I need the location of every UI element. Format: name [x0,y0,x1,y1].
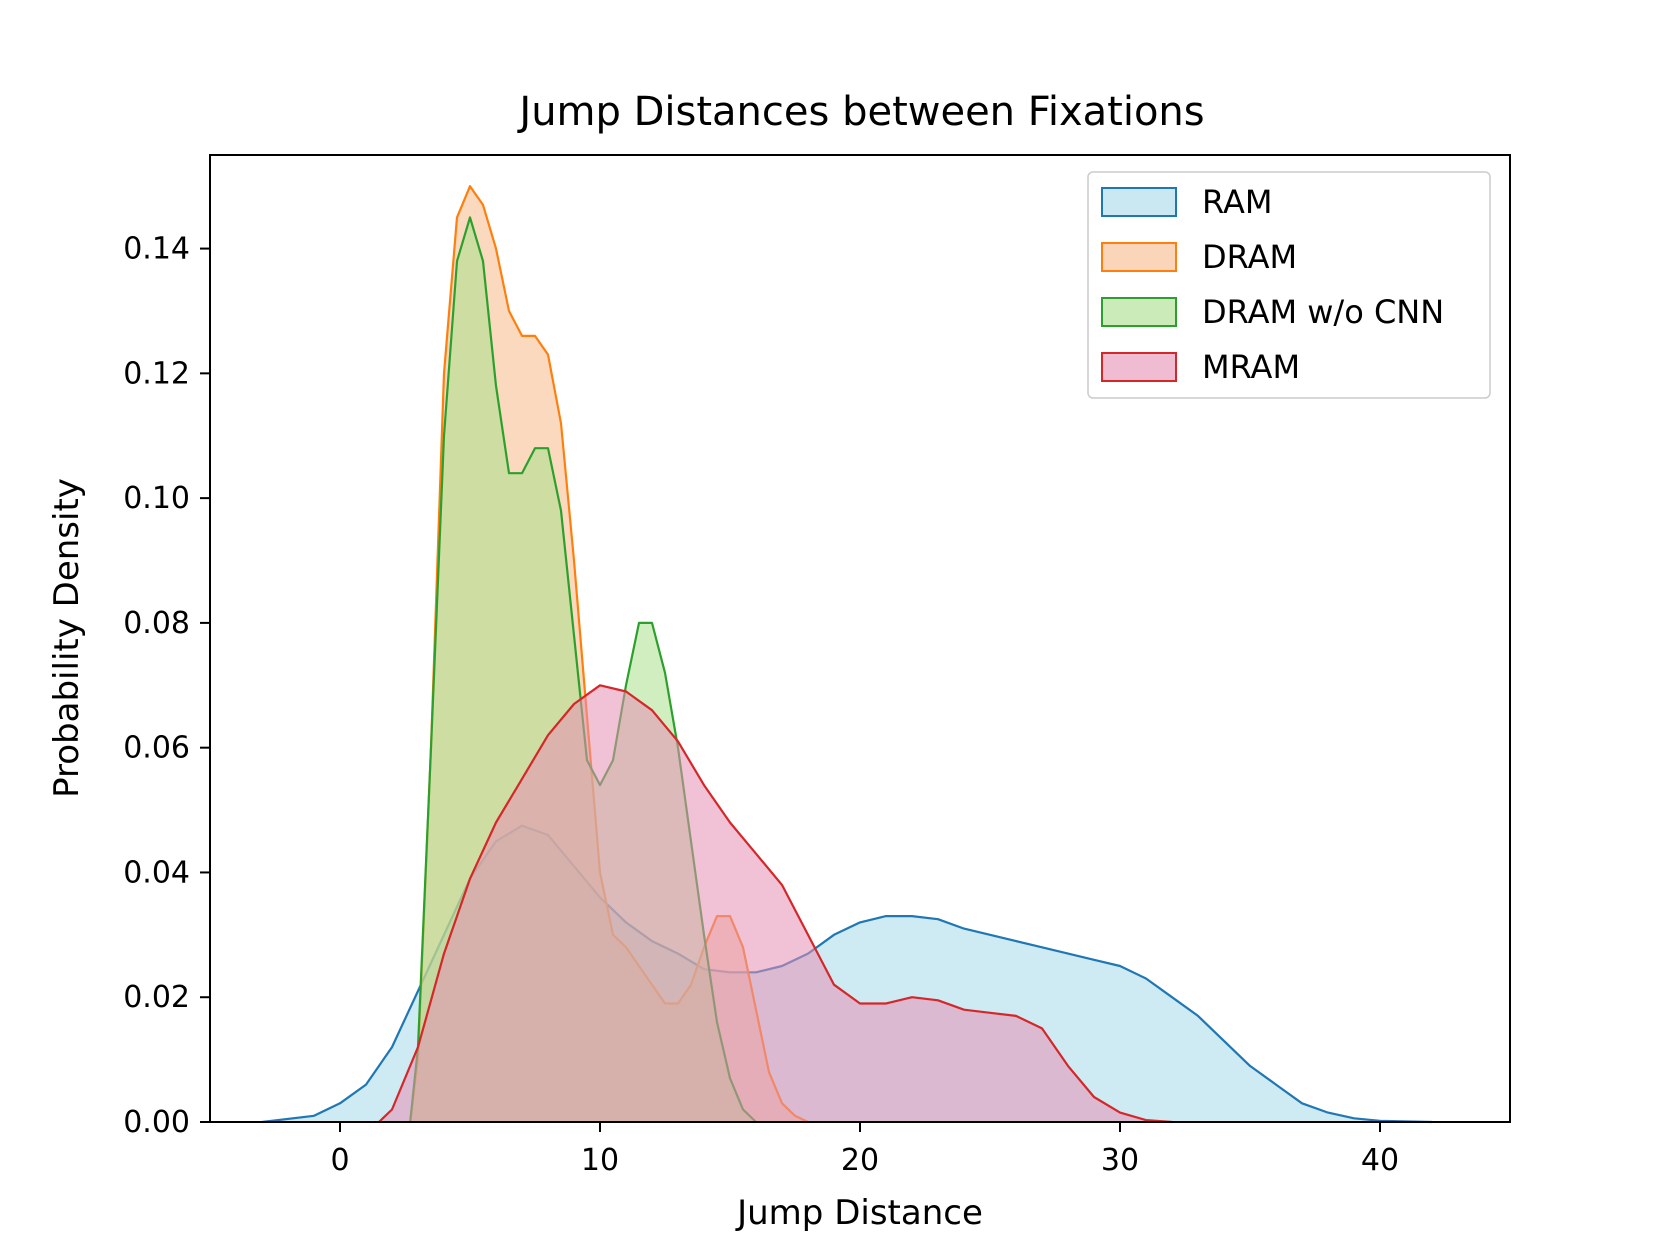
y-tick-label: 0.10 [123,481,190,516]
y-axis: 0.00 0.02 0.04 0.06 0.08 0.10 0.12 0.14 [123,232,210,1140]
legend-swatch-mram [1101,352,1177,382]
series-line-mram [378,684,1173,1124]
x-axis: 0 10 20 30 40 [330,1122,1399,1178]
y-tick-label: 0.04 [123,855,190,890]
chart-title: Jump Distances between Fixations [516,89,1204,135]
x-tick-label: 10 [581,1143,619,1178]
x-tick-label: 30 [1101,1143,1139,1178]
legend-label-dram-w-o-cnn: DRAM w/o CNN [1202,293,1444,331]
y-tick-label: 0.12 [123,356,190,391]
y-tick-label: 0.00 [123,1105,190,1140]
y-tick-label: 0.14 [123,232,190,267]
x-tick-label: 20 [841,1143,879,1178]
legend-swatch-dram-w-o-cnn [1101,297,1177,327]
y-tick-label: 0.02 [123,980,190,1015]
legend-label-ram: RAM [1202,183,1272,221]
legend-swatch-ram [1101,187,1177,217]
y-tick-label: 0.08 [123,606,190,641]
legend: RAM DRAM DRAM w/o CNN MRAM [1087,171,1491,399]
x-axis-label: Jump Distance [735,1193,983,1233]
legend-box [1087,171,1491,399]
series-area-mram [379,685,1172,1122]
x-tick-label: 0 [330,1143,349,1178]
legend-label-dram: DRAM [1202,238,1297,276]
y-tick-label: 0.06 [123,731,190,766]
legend-label-mram: MRAM [1202,348,1300,386]
series-layer [261,185,1433,1124]
y-axis-label: Probability Density [47,478,87,798]
legend-swatch-dram [1101,242,1177,272]
x-tick-label: 40 [1361,1143,1399,1178]
